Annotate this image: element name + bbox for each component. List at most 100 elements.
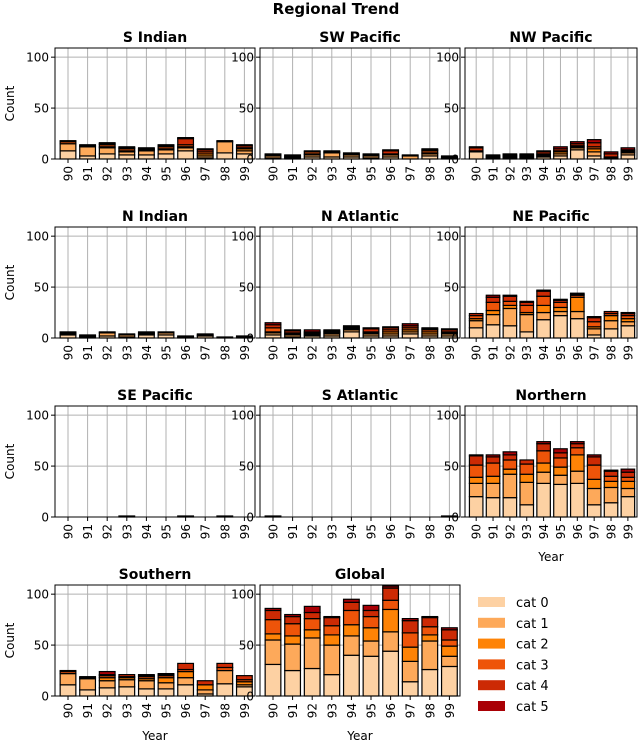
- panel-n-atlantic: 0 50 100 90 91 92 93 94 95 96 97 98 99 N Atlantic: [231, 209, 461, 360]
- y-tick-label: 0: [246, 690, 254, 704]
- bar-segment-98-cat1: [603, 320, 619, 330]
- x-tick-label: 99: [443, 524, 457, 539]
- x-tick-label: 98: [218, 345, 232, 360]
- bar-segment-99-cat5: [440, 328, 458, 331]
- x-tick-label: 92: [101, 166, 115, 181]
- x-tick-label: 90: [62, 345, 76, 360]
- x-tick-label: 94: [140, 345, 154, 360]
- bar-segment-91-cat5: [284, 613, 302, 618]
- bar-segment-98-cat4: [603, 310, 619, 315]
- bar-segment-96-cat5: [382, 326, 400, 329]
- bar-segment-90-cat5: [59, 331, 77, 334]
- x-tick-label: 91: [81, 703, 95, 718]
- bar-segment-99-cat5: [620, 468, 636, 473]
- x-tick-label: 90: [470, 166, 484, 181]
- x-tick-label: 96: [179, 703, 193, 718]
- bar-segment-95-cat0: [157, 153, 175, 160]
- x-tick-label: 92: [503, 166, 517, 181]
- bar-segment-96-cat4: [177, 662, 195, 671]
- bar-segment-90-cat2: [468, 476, 484, 484]
- bar-segment-91-cat1: [79, 146, 97, 157]
- bar-segment-98-cat1: [603, 486, 619, 504]
- bar-segment-95-cat5: [157, 331, 175, 334]
- y-tick-label: 50: [34, 102, 49, 116]
- x-tick-label: 92: [306, 703, 320, 718]
- x-tick-label: 98: [605, 524, 619, 539]
- x-tick-label: 91: [81, 524, 95, 539]
- axes-frame: [464, 405, 638, 518]
- bar-segment-98-cat3: [421, 626, 439, 636]
- bar-segment-93-cat5: [519, 300, 535, 303]
- bar-segment-99-cat5: [620, 147, 636, 151]
- x-tick-label: 92: [101, 524, 115, 539]
- bar-segment-95-cat5: [362, 327, 380, 330]
- x-tick-label: 95: [160, 166, 174, 181]
- bar-segment-92-cat0: [502, 497, 518, 518]
- bar-segment-92-cat5: [98, 331, 116, 334]
- bar-segment-93-cat5: [323, 150, 341, 153]
- x-tick-label: 91: [487, 345, 501, 360]
- legend: cat 0 cat 1 cat 2 cat 3 cat 4 cat 5: [478, 596, 549, 715]
- bar-segment-99-cat0: [620, 496, 636, 518]
- y-tick-label: 50: [444, 102, 459, 116]
- bar-segment-98-cat5: [216, 140, 234, 143]
- bar-segment-99-cat1: [440, 655, 458, 668]
- bar-segment-98-cat1: [421, 640, 439, 671]
- y-tick-label: 100: [231, 588, 254, 602]
- x-tick-label: 99: [621, 166, 635, 181]
- bar-segment-96-cat5: [382, 585, 400, 589]
- x-tick-label: 95: [365, 524, 379, 539]
- legend-label: cat 1: [516, 617, 549, 632]
- bar-segment-90-cat0: [468, 496, 484, 518]
- x-tick-label: 90: [267, 166, 281, 181]
- x-tick-label: 94: [140, 703, 154, 718]
- bar-segment-98-cat2: [603, 480, 619, 489]
- bar-segment-90-cat0: [59, 684, 77, 697]
- panel-n-indian: 0 50 100 90 91 92 93 94 95 96 97 98 99 N Indian Count: [3, 209, 256, 360]
- axes-frame: [54, 584, 256, 697]
- bar-segment-94-cat0: [536, 319, 551, 339]
- bar-segment-94-cat0: [342, 331, 360, 339]
- axes-frame: [54, 405, 256, 518]
- bar-segment-93-cat4: [118, 674, 136, 678]
- bar-segment-96-cat5: [177, 137, 195, 140]
- bar-segment-91-cat3: [485, 462, 501, 477]
- bar-segment-95-cat5: [362, 153, 380, 156]
- bar-segment-98-cat5: [603, 151, 619, 155]
- bar-segment-93-cat4: [519, 459, 535, 465]
- bar-segment-90-cat1: [264, 639, 282, 666]
- bar-segment-98-cat0: [603, 502, 619, 518]
- bar-segment-93-cat1: [519, 313, 535, 333]
- bar-segment-94-cat5: [536, 150, 551, 153]
- bar-segment-94-cat0: [137, 688, 155, 697]
- axes-frame: [464, 47, 638, 160]
- panel-title: S Atlantic: [322, 388, 399, 404]
- x-tick-label: 94: [140, 524, 154, 539]
- x-tick-label: 95: [160, 524, 174, 539]
- x-tick-label: 90: [62, 524, 76, 539]
- x-tick-label: 97: [404, 166, 418, 181]
- bar-segment-90-cat1: [468, 320, 484, 329]
- x-tick-label: 97: [199, 345, 213, 360]
- x-axis-label: Year: [346, 729, 372, 740]
- panel-title: Southern: [119, 567, 192, 583]
- bar-segment-90-cat2: [264, 633, 282, 641]
- x-tick-label: 90: [267, 703, 281, 718]
- x-tick-label: 96: [571, 345, 585, 360]
- bar-segment-94-cat5: [342, 152, 360, 155]
- panel-se-pacific: 0 50 100 90 91 92 93 94 95 96 97 98 99 SE Pacific Coun…: [3, 388, 256, 539]
- bar-segment-97-cat5: [196, 333, 214, 336]
- x-tick-label: 93: [325, 345, 339, 360]
- bar-segment-98-cat5: [421, 615, 439, 619]
- bar-segment-94-cat2: [536, 462, 551, 473]
- y-tick-label: 100: [26, 51, 49, 65]
- bar-segment-93-cat0: [118, 154, 136, 160]
- y-tick-label: 50: [239, 639, 254, 653]
- x-tick-label: 93: [325, 524, 339, 539]
- y-tick-label: 50: [34, 460, 49, 474]
- axes-frame: [54, 47, 256, 160]
- x-tick-label: 90: [470, 524, 484, 539]
- bar-segment-91-cat4: [485, 456, 501, 464]
- x-tick-label: 95: [554, 345, 568, 360]
